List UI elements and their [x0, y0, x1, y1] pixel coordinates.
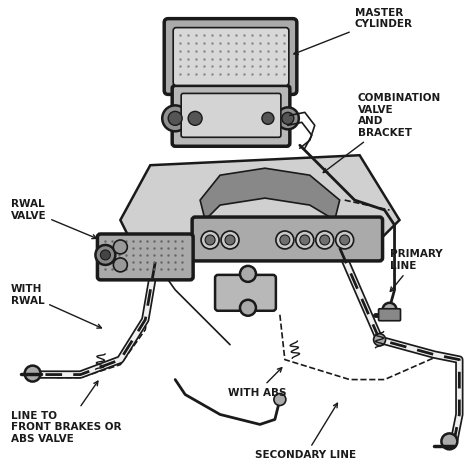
Circle shape — [221, 231, 239, 249]
FancyBboxPatch shape — [173, 27, 289, 85]
Circle shape — [168, 111, 182, 125]
Circle shape — [100, 250, 110, 260]
Circle shape — [182, 105, 208, 131]
Circle shape — [95, 245, 115, 265]
FancyBboxPatch shape — [215, 275, 276, 311]
Circle shape — [188, 111, 202, 125]
Circle shape — [240, 300, 256, 316]
Circle shape — [282, 112, 294, 124]
FancyBboxPatch shape — [181, 93, 281, 137]
Circle shape — [280, 235, 290, 245]
Circle shape — [240, 266, 256, 282]
Text: WITH
RWAL: WITH RWAL — [11, 284, 101, 328]
FancyBboxPatch shape — [192, 217, 383, 261]
Circle shape — [113, 240, 128, 254]
Circle shape — [205, 235, 215, 245]
Circle shape — [277, 107, 299, 129]
FancyBboxPatch shape — [379, 309, 401, 321]
Circle shape — [320, 235, 330, 245]
Circle shape — [340, 235, 350, 245]
Text: PRIMARY
LINE: PRIMARY LINE — [390, 249, 442, 291]
Circle shape — [441, 433, 457, 449]
Circle shape — [300, 235, 310, 245]
Text: SECONDARY LINE: SECONDARY LINE — [255, 403, 356, 460]
Circle shape — [225, 235, 235, 245]
Text: WITH ABS: WITH ABS — [228, 368, 286, 397]
Circle shape — [296, 231, 314, 249]
FancyBboxPatch shape — [98, 234, 193, 280]
FancyBboxPatch shape — [164, 19, 297, 95]
Circle shape — [257, 107, 279, 129]
Circle shape — [262, 112, 274, 124]
Polygon shape — [200, 168, 340, 220]
Circle shape — [25, 366, 41, 382]
Circle shape — [274, 393, 286, 405]
Circle shape — [336, 231, 354, 249]
Circle shape — [201, 231, 219, 249]
Circle shape — [374, 334, 385, 346]
FancyBboxPatch shape — [172, 85, 290, 146]
Text: RWAL
VALVE: RWAL VALVE — [11, 199, 96, 239]
Circle shape — [276, 231, 294, 249]
Circle shape — [113, 258, 128, 272]
Circle shape — [383, 303, 397, 317]
Text: LINE TO
FRONT BRAKES OR
ABS VALVE: LINE TO FRONT BRAKES OR ABS VALVE — [11, 381, 121, 444]
Circle shape — [316, 231, 334, 249]
Polygon shape — [120, 155, 400, 260]
Text: MASTER
CYLINDER: MASTER CYLINDER — [294, 8, 413, 55]
Text: COMBINATION
VALVE
AND
BRACKET: COMBINATION VALVE AND BRACKET — [323, 93, 441, 172]
Circle shape — [162, 105, 188, 131]
